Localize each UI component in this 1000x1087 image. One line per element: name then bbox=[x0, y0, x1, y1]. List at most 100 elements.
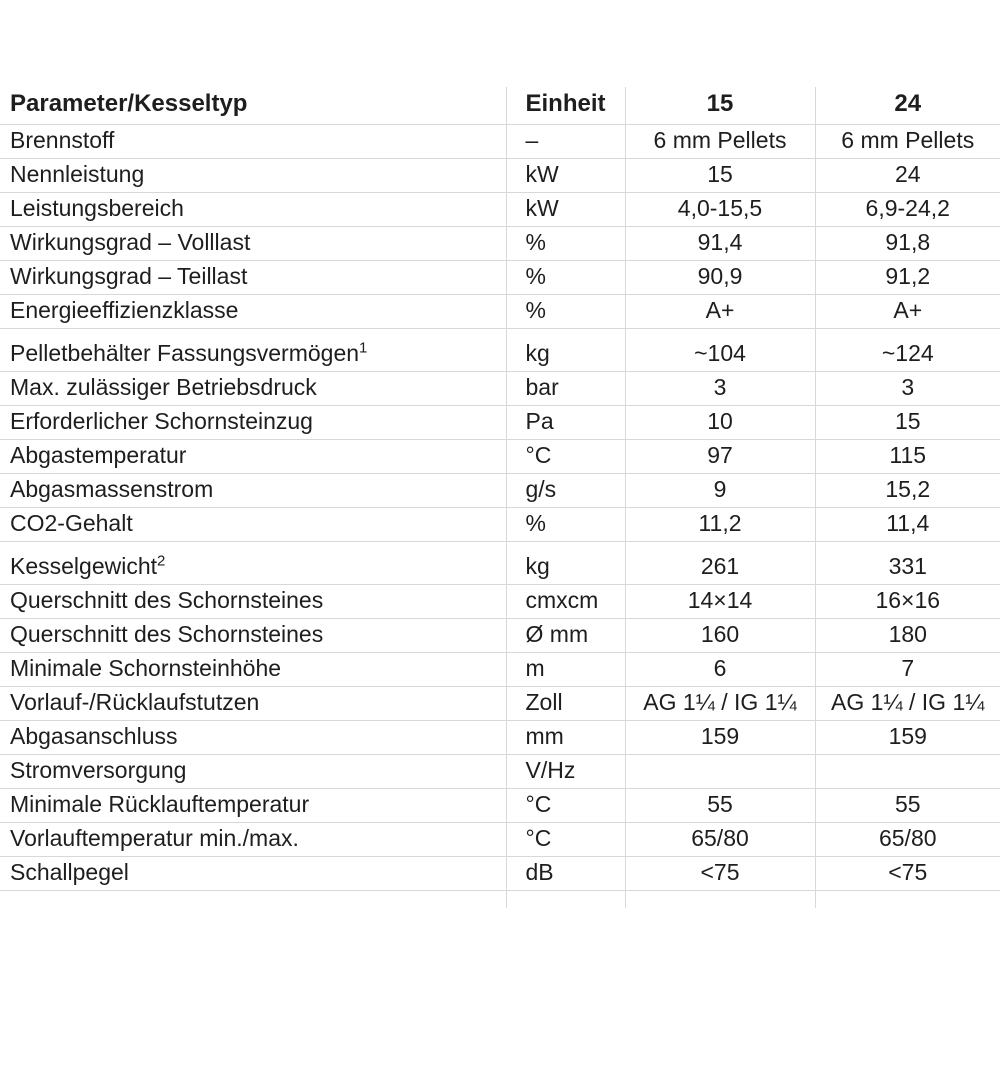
value-24-cell: 6,9-24,2 bbox=[814, 192, 1000, 227]
parameter-label: Abgasmassenstrom bbox=[10, 475, 214, 502]
parameter-label: Stromversorgung bbox=[10, 756, 187, 783]
parameter-label: Erforderlicher Schornsteinzug bbox=[10, 407, 313, 434]
unit-cell: kW bbox=[505, 158, 625, 193]
value-15-cell: 160 bbox=[624, 618, 815, 653]
parameter-label: Brennstoff bbox=[10, 126, 115, 153]
unit-cell: kg bbox=[505, 328, 625, 372]
value-24-cell: 24 bbox=[814, 158, 1000, 193]
value-15-cell: 15 bbox=[624, 158, 815, 193]
empty-cell bbox=[0, 890, 506, 908]
parameter-cell: Vorlauf-/Rücklaufstutzen bbox=[0, 686, 506, 721]
value-24-cell: 55 bbox=[814, 788, 1000, 823]
footnote-marker: 1 bbox=[359, 339, 368, 357]
value-15-cell: 3 bbox=[624, 371, 815, 406]
value-15-cell: A+ bbox=[624, 294, 815, 329]
table-row: Max. zulässiger Betriebsdruck bar 3 3 bbox=[0, 371, 1000, 406]
unit-cell: % bbox=[505, 507, 625, 542]
table-row: Abgasanschluss mm 159 159 bbox=[0, 720, 1000, 755]
value-24-cell: 15 bbox=[814, 405, 1000, 440]
value-15-cell: 11,2 bbox=[624, 507, 815, 542]
value-15-cell: <75 bbox=[624, 856, 815, 891]
value-24-cell bbox=[814, 754, 1000, 789]
value-15-cell: 9 bbox=[624, 473, 815, 508]
unit-cell: °C bbox=[505, 822, 625, 857]
parameter-cell: Nennleistung bbox=[0, 158, 506, 193]
value-24-cell: 91,8 bbox=[814, 226, 1000, 261]
value-24-cell: <75 bbox=[814, 856, 1000, 891]
table-row: Minimale Schornsteinhöhe m 6 7 bbox=[0, 652, 1000, 687]
table-row: Wirkungsgrad – Volllast% 91,4 91,8 bbox=[0, 226, 1000, 261]
footnote-marker: 2 bbox=[157, 552, 166, 570]
empty-table-row bbox=[0, 890, 1000, 908]
column-header-unit: Einheit bbox=[505, 87, 625, 125]
table-row: Energieeffizienzklasse% A+ A+ bbox=[0, 294, 1000, 329]
unit-cell: mm bbox=[505, 720, 625, 755]
table-row: Querschnitt des Schornsteines Ø mm 160 180 bbox=[0, 618, 1000, 653]
value-15-cell: 14×14 bbox=[624, 584, 815, 619]
parameter-label: Minimale Schornsteinhöhe bbox=[10, 654, 282, 681]
unit-cell: – bbox=[505, 124, 625, 159]
parameter-cell: Max. zulässiger Betriebsdruck bbox=[0, 371, 506, 406]
parameter-label: Max. zulässiger Betriebsdruck bbox=[10, 373, 317, 400]
table-row: Abgastemperatur °C 97 115 bbox=[0, 439, 1000, 474]
table-row: Querschnitt des Schornsteines cmxcm 14×14 1… bbox=[0, 584, 1000, 619]
value-15-cell: 6 mm Pellets bbox=[624, 124, 815, 159]
value-24-cell: 91,2 bbox=[814, 260, 1000, 295]
table-row: Kesselgewicht2 kg 261 331 bbox=[0, 541, 1000, 585]
parameter-cell: Schallpegel bbox=[0, 856, 506, 891]
value-24-cell: 6 mm Pellets bbox=[814, 124, 1000, 159]
parameter-cell: Abgasmassenstrom bbox=[0, 473, 506, 508]
unit-cell: kg bbox=[505, 541, 625, 585]
parameter-label: Wirkungsgrad – Volllast bbox=[10, 228, 251, 255]
value-24-cell: 15,2 bbox=[814, 473, 1000, 508]
value-15-cell: AG 1¼ / IG 1¼ bbox=[624, 686, 815, 721]
spec-table: Parameter/Kesseltyp Einheit 15 24 Brenns… bbox=[0, 87, 1000, 908]
value-24-cell: 331 bbox=[814, 541, 1000, 585]
parameter-label: Minimale Rücklauftemperatur bbox=[10, 790, 310, 817]
parameter-cell: CO2-Gehalt bbox=[0, 507, 506, 542]
unit-cell: Pa bbox=[505, 405, 625, 440]
header-row: Parameter/Kesseltyp Einheit 15 24 bbox=[0, 87, 1000, 125]
parameter-label: Vorlauf-/Rücklaufstutzen bbox=[10, 688, 260, 715]
table-row: Erforderlicher Schornsteinzug Pa 10 15 bbox=[0, 405, 1000, 440]
parameter-label: Kesselgewicht bbox=[10, 552, 158, 579]
value-15-cell: 91,4 bbox=[624, 226, 815, 261]
spec-sheet-page: Parameter/Kesseltyp Einheit 15 24 Brenns… bbox=[0, 87, 1000, 1087]
table-row: CO2-Gehalt% 11,2 11,4 bbox=[0, 507, 1000, 542]
value-24-cell: 3 bbox=[814, 371, 1000, 406]
table-row: Schallpegel dB <75 <75 bbox=[0, 856, 1000, 891]
table-row: Minimale Rücklauftemperatur °C 55 55 bbox=[0, 788, 1000, 823]
parameter-label: CO2-Gehalt bbox=[10, 509, 133, 536]
unit-cell: Zoll bbox=[505, 686, 625, 721]
value-15-cell: 159 bbox=[624, 720, 815, 755]
parameter-label: Querschnitt des Schornsteines bbox=[10, 586, 324, 613]
value-15-cell: ~104 bbox=[624, 328, 815, 372]
parameter-cell: Abgasanschluss bbox=[0, 720, 506, 755]
parameter-cell: Stromversorgung bbox=[0, 754, 506, 789]
parameter-label: Pelletbehälter Fassungsvermögen bbox=[10, 339, 360, 366]
table-row: Abgasmassenstrom g/s 9 15,2 bbox=[0, 473, 1000, 508]
parameter-label: Leistungsbereich bbox=[10, 194, 184, 221]
value-24-cell: 16×16 bbox=[814, 584, 1000, 619]
parameter-cell: Energieeffizienzklasse bbox=[0, 294, 506, 329]
value-24-cell: 115 bbox=[814, 439, 1000, 474]
parameter-cell: Erforderlicher Schornsteinzug bbox=[0, 405, 506, 440]
parameter-cell: Querschnitt des Schornsteines bbox=[0, 618, 506, 653]
column-header-model-15: 15 bbox=[624, 87, 815, 125]
parameter-label: Abgasanschluss bbox=[10, 722, 178, 749]
table-row: Stromversorgung V/Hz bbox=[0, 754, 1000, 789]
unit-cell: kW bbox=[505, 192, 625, 227]
value-15-cell: 10 bbox=[624, 405, 815, 440]
value-15-cell: 65/80 bbox=[624, 822, 815, 857]
value-24-cell: 159 bbox=[814, 720, 1000, 755]
unit-cell: m bbox=[505, 652, 625, 687]
value-24-cell: 11,4 bbox=[814, 507, 1000, 542]
unit-cell: °C bbox=[505, 439, 625, 474]
parameter-cell: Brennstoff bbox=[0, 124, 506, 159]
unit-cell: cmxcm bbox=[505, 584, 625, 619]
spec-table-body: Brennstoff –6 mm Pellets 6 mm Pellets Nennl… bbox=[0, 124, 1000, 908]
table-row: Vorlauf-/Rücklaufstutzen Zoll AG 1¼ / IG 1… bbox=[0, 686, 1000, 721]
value-15-cell: 55 bbox=[624, 788, 815, 823]
parameter-label: Wirkungsgrad – Teillast bbox=[10, 262, 248, 289]
unit-cell: % bbox=[505, 226, 625, 261]
